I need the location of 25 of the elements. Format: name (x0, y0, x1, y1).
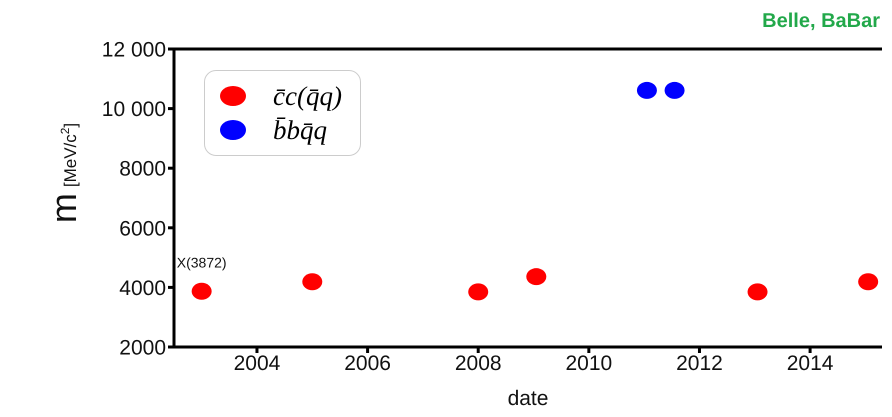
point (748, 283, 768, 300)
y-tick-label: 2000 (119, 336, 166, 360)
x-tick-label: 2014 (786, 352, 834, 375)
y-tick-label: 10 000 (102, 98, 166, 122)
x-tick-label: 2004 (234, 352, 281, 375)
y-tick-label: 6000 (119, 217, 166, 240)
chart-title: Belle, BaBar (762, 10, 880, 33)
y-tick-label: 12 000 (102, 38, 166, 62)
point (858, 273, 878, 290)
x-tick-label: 2012 (676, 352, 723, 375)
y-tick-label: 4000 (119, 276, 166, 300)
x-tick-label: 2008 (454, 352, 502, 375)
x-tick-label: 2006 (344, 352, 391, 375)
x-axis-title: date (508, 387, 548, 410)
point (636, 82, 657, 99)
y-tick-label: 8000 (119, 158, 166, 181)
point (468, 283, 488, 300)
x-tick-label: 2010 (565, 352, 612, 375)
point (302, 273, 322, 290)
point (526, 268, 546, 286)
legend-label: b̄bq̄q (273, 114, 327, 146)
point (664, 82, 685, 99)
annotation: X(3872) (176, 254, 227, 270)
legend-label: c̄c(q̄q) (273, 80, 342, 112)
point (192, 282, 212, 300)
